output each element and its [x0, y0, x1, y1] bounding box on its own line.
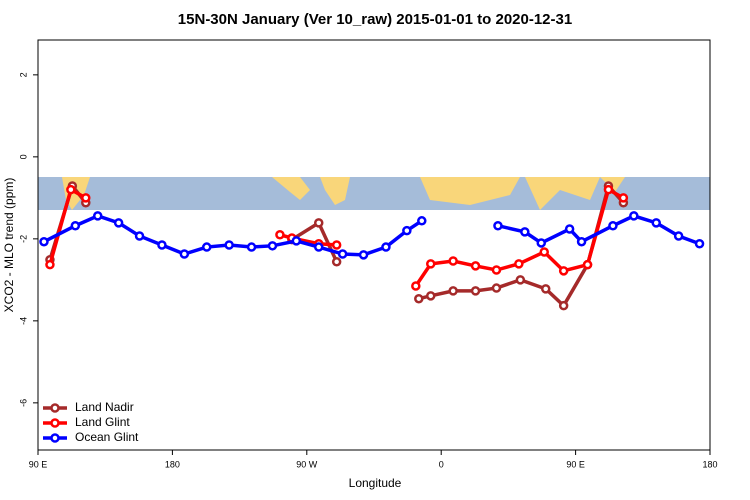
point — [134, 231, 145, 241]
point — [491, 265, 502, 275]
point — [539, 247, 549, 257]
point — [603, 184, 614, 195]
legend-label: Land Nadir — [75, 400, 134, 414]
point — [417, 216, 427, 226]
point — [70, 220, 81, 231]
x-tick-label: 180 — [702, 459, 717, 469]
point — [337, 249, 348, 259]
legend-marker — [50, 418, 60, 428]
map-band — [38, 177, 710, 210]
point — [331, 240, 342, 250]
point — [470, 286, 481, 296]
point — [491, 283, 502, 293]
point — [179, 249, 190, 259]
point — [536, 238, 547, 248]
point — [267, 241, 278, 251]
point — [448, 256, 458, 266]
point — [275, 230, 285, 240]
point — [651, 218, 661, 228]
y-tick-label: 0 — [18, 154, 28, 159]
legend-marker — [50, 403, 60, 413]
point — [493, 220, 503, 231]
y-tick-label: 2 — [18, 72, 28, 77]
point — [558, 266, 569, 276]
x-axis-title: Longitude — [349, 476, 402, 490]
point — [81, 193, 91, 203]
chart-title: 15N-30N January (Ver 10_raw) 2015-01-01 … — [178, 11, 572, 28]
point — [402, 225, 412, 236]
point — [39, 236, 49, 247]
point — [576, 236, 587, 247]
legend-label: Land Glint — [75, 415, 130, 429]
point — [414, 293, 424, 304]
point — [470, 261, 481, 271]
point — [520, 227, 530, 237]
point — [694, 239, 705, 249]
x-tick-label: 90 E — [566, 459, 585, 469]
y-axis-title: XCO2 - MLO trend (ppm) — [2, 178, 16, 313]
point — [381, 242, 391, 252]
point — [673, 231, 684, 241]
point — [246, 242, 257, 252]
point — [608, 220, 618, 231]
point — [92, 211, 103, 221]
point — [224, 240, 234, 250]
y-tick-label: -4 — [18, 317, 28, 325]
point — [629, 211, 639, 221]
point — [425, 291, 436, 301]
point — [425, 259, 436, 269]
point — [313, 242, 324, 252]
legend-label: Ocean Glint — [75, 430, 139, 444]
x-tick-label: 180 — [165, 459, 180, 469]
point — [45, 259, 55, 270]
point — [411, 281, 421, 291]
point — [564, 224, 575, 234]
x-tick-label: 0 — [439, 459, 444, 469]
plot-frame — [37, 39, 711, 451]
point — [558, 300, 569, 311]
point — [540, 284, 551, 294]
y-tick-label: -6 — [18, 399, 28, 407]
point — [66, 184, 76, 195]
point — [358, 250, 369, 260]
point — [618, 193, 629, 203]
point — [113, 218, 124, 228]
point — [514, 259, 524, 269]
y-tick-label: -2 — [18, 235, 28, 243]
point — [331, 257, 342, 267]
point — [291, 236, 302, 246]
point — [201, 242, 212, 252]
x-tick-label: 90 W — [296, 459, 318, 469]
point — [157, 240, 167, 250]
x-tick-label: 90 E — [29, 459, 48, 469]
point — [515, 275, 526, 285]
legend-marker — [50, 433, 60, 443]
point — [313, 218, 324, 228]
point — [582, 259, 593, 270]
point — [448, 286, 458, 296]
